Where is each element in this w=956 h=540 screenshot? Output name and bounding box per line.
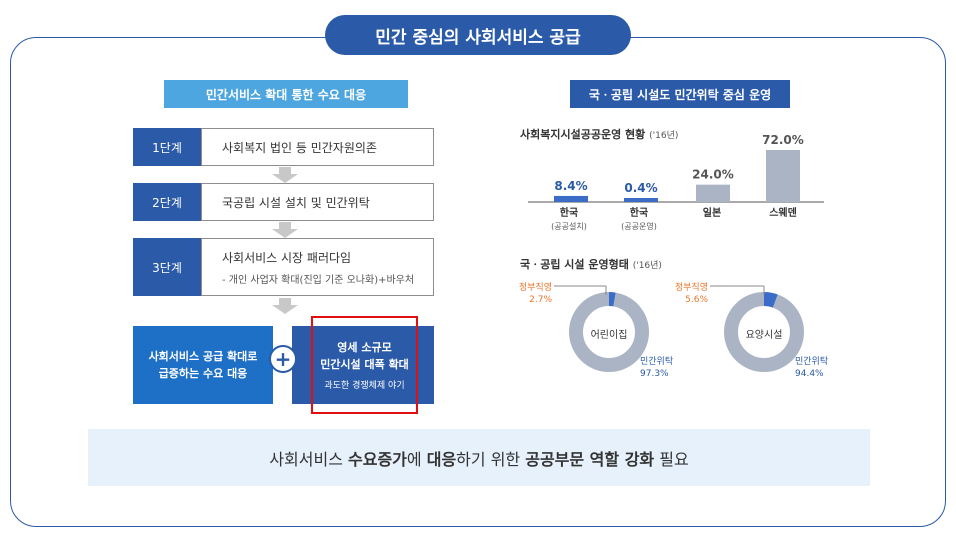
stage-3-subtext: - 개인 사업자 확대(진입 기준 오나화)+바우처 xyxy=(222,274,415,286)
donut-heading-year: ('16년) xyxy=(632,261,662,271)
stage-2-number: 2단계 xyxy=(133,183,201,221)
highlight-line2: 민간시설 대폭 확대 xyxy=(320,358,409,371)
donut-2-gov-name: 정부직영 xyxy=(674,283,708,293)
conclusion-text-3: 하기 위한 xyxy=(456,449,526,469)
stage-3-number: 3단계 xyxy=(133,238,201,296)
donut-heading: 국ㆍ공립 시설 운영형태 ('16년) xyxy=(520,256,662,272)
demand-response-line2: 급증하는 수요 대응 xyxy=(158,367,248,380)
bar-category-1-sub: (공공설치) xyxy=(551,222,587,231)
donut-1-gov-label: 정부직영 2.7% xyxy=(500,282,552,306)
highlight-line3: 과도한 경쟁체제 야기 xyxy=(324,381,405,391)
conclusion-bold-2: 대응 xyxy=(426,449,457,469)
conclusion-banner: 사회서비스 수요증가 에 대응 하기 위한 공공부문 역할 강화 필요 xyxy=(88,429,870,486)
stage-3-box: 사회서비스 시장 패러다임 - 개인 사업자 확대(진입 기준 오나화)+바우처 xyxy=(201,238,434,296)
donut-2-gov-label: 정부직영 5.6% xyxy=(656,282,708,306)
donut-1-gov-value: 2.7% xyxy=(529,295,552,305)
bar-category-label: 일본 xyxy=(677,207,747,220)
conclusion-text-2: 에 xyxy=(406,449,427,469)
highlight-line1: 영세 소규모 xyxy=(337,341,392,354)
down-arrow-icon xyxy=(272,298,298,314)
donut-1-gov-name: 정부직영 xyxy=(518,283,552,293)
bar-chart-heading: 사회복지시설공공운영 현황 ('16년) xyxy=(520,126,678,142)
donut-chart-daycare xyxy=(569,292,649,372)
down-arrow-icon xyxy=(272,222,298,238)
donut-1-slice-2 xyxy=(569,292,649,372)
stage-2-text: 국공립 시설 설치 및 민간위탁 xyxy=(222,195,370,210)
leader-line xyxy=(554,285,607,295)
conclusion-bold-3: 공공부문 역할 강화 xyxy=(525,449,655,469)
donut-1-center-label: 어린이집 xyxy=(590,330,628,341)
down-arrow-icon xyxy=(272,167,298,183)
bar-category-label: 한국 (공공운영) xyxy=(604,207,674,233)
bar-chart-heading-text: 사회복지시설공공운영 현황 xyxy=(520,128,646,141)
donut-1-private-name: 민간위탁 xyxy=(640,357,674,367)
stage-2-box: 국공립 시설 설치 및 민간위탁 xyxy=(201,183,434,221)
bar-category-3: 일본 xyxy=(702,208,722,219)
demand-response-line1: 사회서비스 공급 확대로 xyxy=(148,350,258,363)
donut-2-private-name: 민간위탁 xyxy=(795,357,829,367)
stage-3-text: 사회서비스 시장 패러다임 xyxy=(222,250,352,265)
bar-1 xyxy=(554,195,588,202)
conclusion-text-4: 필요 xyxy=(654,449,689,469)
bar-category-2-sub: (공공운영) xyxy=(621,222,657,231)
highlight-box: 영세 소규모 민간시설 대폭 확대 과도한 경쟁체제 야기 xyxy=(311,316,418,414)
page-title: 민간 중심의 사회서비스 공급 xyxy=(325,15,631,55)
donut-2-slice-2 xyxy=(724,292,804,372)
stage-1-box: 사회복지 법인 등 민간자원의존 xyxy=(201,128,434,166)
bar-category-label: 스웨덴 xyxy=(748,207,818,220)
plus-icon: + xyxy=(269,345,297,373)
donut-2-private-value: 94.4% xyxy=(795,369,824,379)
leader-line xyxy=(710,285,765,295)
right-section-title: 국ㆍ공립 시설도 민간위탁 중심 운영 xyxy=(570,80,790,108)
private-expansion-box xyxy=(292,326,434,404)
bar-value-label-1: 8.4% xyxy=(554,179,587,193)
donut-1-private-label: 민간위탁 97.3% xyxy=(640,356,673,380)
donut-2-private-label: 민간위탁 94.4% xyxy=(795,356,828,380)
bar-4 xyxy=(766,150,800,202)
left-section-title: 민간서비스 확대 통한 수요 대응 xyxy=(164,80,408,108)
bar-2 xyxy=(624,198,658,202)
stage-1-number: 1단계 xyxy=(133,128,201,166)
donut-2-center-label: 요양시설 xyxy=(745,330,783,341)
bar-category-label: 한국 (공공설치) xyxy=(534,207,604,233)
donut-2-gov-value: 5.6% xyxy=(685,295,708,305)
bar-chart: 8.4% 0.4% 24.0% 72.0% xyxy=(528,133,824,203)
donut-1-private-value: 97.3% xyxy=(640,369,669,379)
bar-3 xyxy=(696,184,730,202)
demand-response-box: 사회서비스 공급 확대로 급증하는 수요 대응 xyxy=(133,326,273,404)
bar-value-label-4: 72.0% xyxy=(762,133,804,147)
donut-heading-text: 국ㆍ공립 시설 운영형태 xyxy=(520,258,629,271)
conclusion-text-1: 사회서비스 xyxy=(269,449,349,469)
conclusion-bold-1: 수요증가 xyxy=(348,449,407,469)
bar-value-label-2: 0.4% xyxy=(624,181,657,195)
bar-value-label-3: 24.0% xyxy=(692,168,734,182)
bar-category-1: 한국 xyxy=(559,208,579,219)
bar-chart-year: ('16년) xyxy=(649,131,679,141)
stage-1-text: 사회복지 법인 등 민간자원의존 xyxy=(222,140,377,155)
bar-category-2: 한국 xyxy=(629,208,649,219)
donut-chart-nursing xyxy=(724,292,804,372)
bar-category-4: 스웨덴 xyxy=(769,208,797,219)
